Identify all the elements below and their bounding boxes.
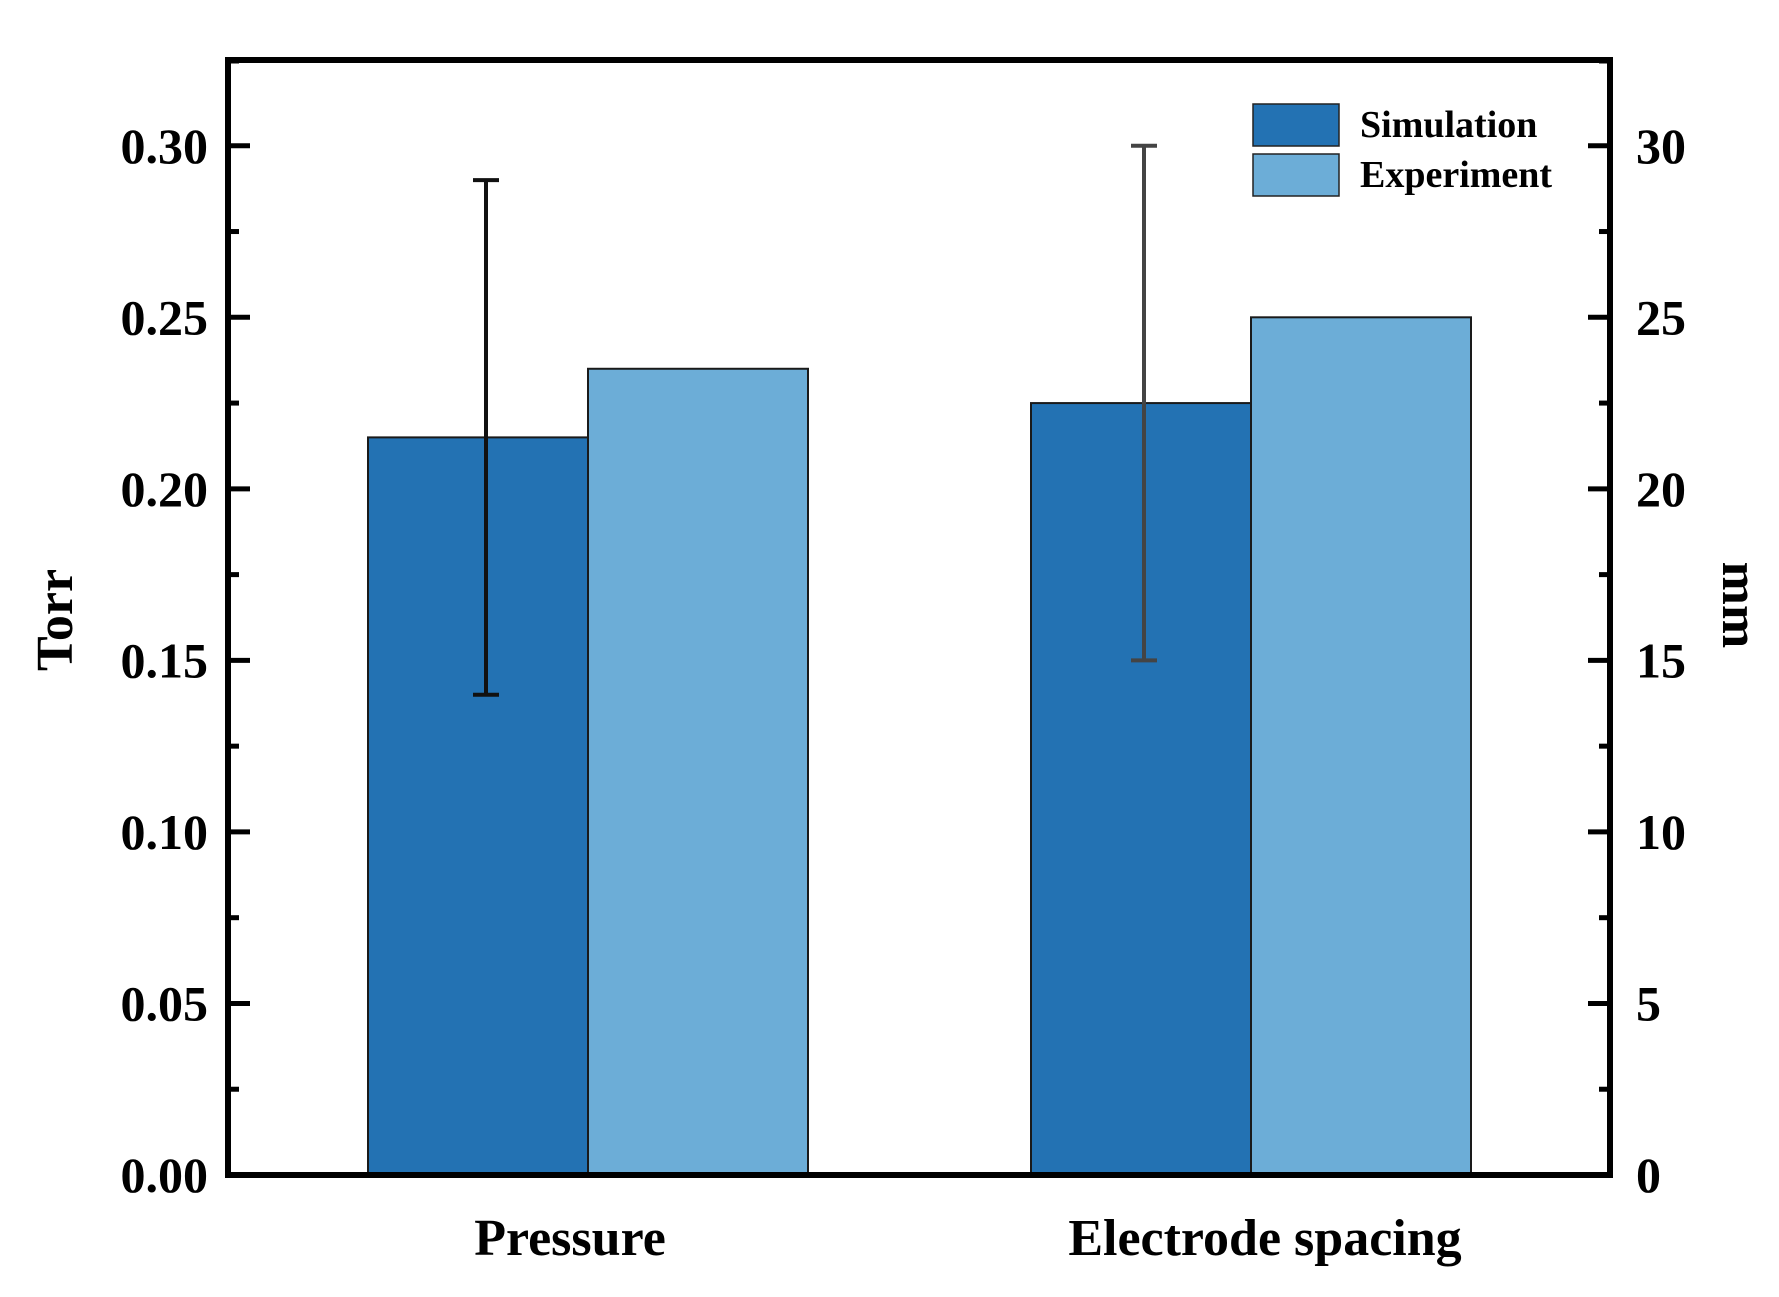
legend-label-simulation: Simulation (1360, 104, 1537, 146)
right-tick-label: 30 (1636, 118, 1686, 174)
right-tick-label: 10 (1636, 804, 1686, 860)
right-axis-title: mm (1711, 562, 1768, 649)
left-tick-label: 0.25 (121, 289, 209, 345)
legend-swatch-simulation (1252, 103, 1340, 147)
left-tick-label: 0.00 (121, 1147, 209, 1203)
legend: Simulation Experiment (1252, 103, 1552, 197)
left-tick-label: 0.15 (121, 632, 209, 688)
left-tick-label: 0.10 (121, 804, 209, 860)
right-tick-label: 25 (1636, 289, 1686, 345)
error-bars-layer (473, 143, 1157, 697)
category-label-electrode-spacing: Electrode spacing (1068, 1210, 1461, 1267)
right-tick-label: 5 (1636, 975, 1661, 1031)
bars-layer (367, 316, 1472, 1177)
bar-simulation-pressure (367, 436, 589, 1176)
bar-experiment-electrode-spacing (1250, 316, 1472, 1176)
left-tick-label: 0.30 (121, 118, 209, 174)
legend-label-experiment: Experiment (1360, 154, 1552, 196)
left-tick-label: 0.20 (121, 461, 209, 517)
right-tick-label: 15 (1636, 632, 1686, 688)
bar-simulation-electrode-spacing (1030, 402, 1252, 1177)
left-axis-ticks: 0.00 0.05 0.10 0.15 0.20 0.25 0.30 (121, 58, 250, 1203)
left-axis-title: Torr (27, 569, 84, 671)
category-labels: Pressure Electrode spacing (474, 1210, 1461, 1267)
left-tick-label: 0.05 (121, 975, 209, 1031)
right-tick-label: 20 (1636, 461, 1686, 517)
bar-experiment-pressure (587, 367, 809, 1176)
plot-frame (225, 57, 1613, 1178)
category-label-pressure: Pressure (474, 1210, 666, 1267)
legend-swatch-experiment (1252, 153, 1340, 197)
right-tick-label: 0 (1636, 1147, 1661, 1203)
right-axis-ticks: 0 5 10 15 20 25 30 (1588, 58, 1686, 1203)
